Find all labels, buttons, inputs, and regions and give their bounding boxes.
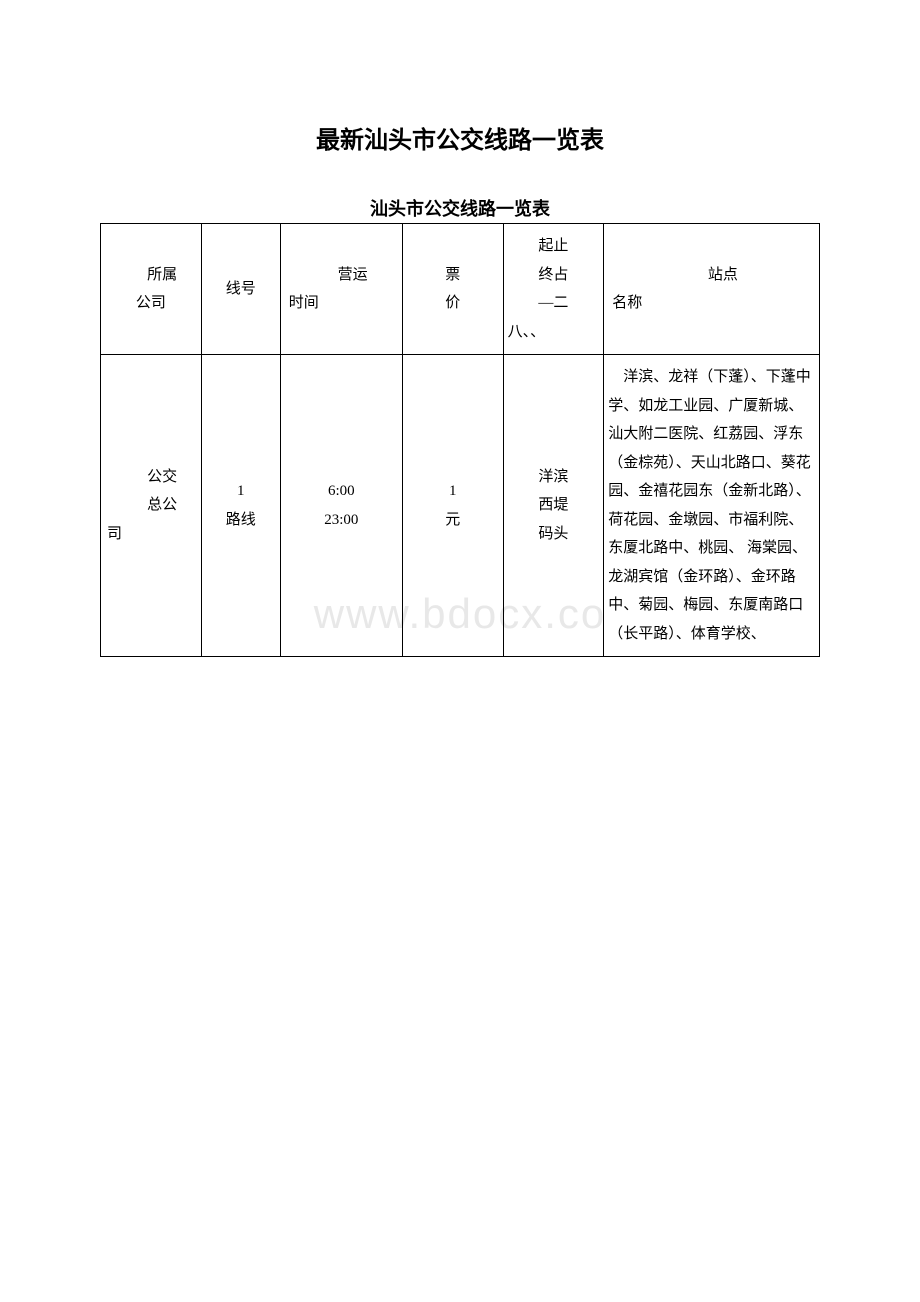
- fare-unit: 元: [407, 506, 499, 535]
- cell-company: 公交 总公 司: [101, 355, 202, 657]
- header-terminal-line2: 终占: [508, 261, 600, 290]
- main-title: 最新汕头市公交线路一览表: [100, 120, 820, 155]
- bus-routes-table: 所属 公司 线号 营运 时间 票 价 起止: [100, 223, 820, 657]
- time-start: 6:00: [285, 477, 398, 506]
- cell-line-number: 1 路线: [201, 355, 280, 657]
- header-line-number: 线号: [201, 224, 280, 355]
- header-fare: 票 价: [402, 224, 503, 355]
- company-line3: 司: [105, 520, 197, 549]
- header-fare-line1: 票: [407, 261, 499, 290]
- cell-stations: 洋滨、龙祥（下蓬）、下蓬中学、如龙工业园、广厦新城、汕大附二医院、红荔园、浮东（…: [604, 355, 820, 657]
- terminal-line3: 码头: [508, 520, 600, 549]
- header-terminal-line3: —二: [508, 289, 600, 318]
- header-terminal-line4: 八、、: [508, 318, 600, 347]
- header-company-line2: 公司: [105, 289, 197, 318]
- header-time-line1: 营运: [285, 261, 398, 290]
- header-stations-line1: 站点: [608, 261, 815, 290]
- header-company: 所属 公司: [101, 224, 202, 355]
- cell-fare: 1 元: [402, 355, 503, 657]
- line-no-1: 1: [206, 477, 276, 506]
- cell-operating-time: 6:00 23:00: [280, 355, 402, 657]
- header-operating-time: 营运 时间: [280, 224, 402, 355]
- table-row: 公交 总公 司 1 路线 6:00 23:00 1: [101, 355, 820, 657]
- terminal-line2: 西堤: [508, 491, 600, 520]
- company-line2: 总公: [105, 491, 197, 520]
- terminal-line1: 洋滨: [508, 463, 600, 492]
- line-no-2: 路线: [206, 506, 276, 535]
- header-stations-line2: 名称: [608, 289, 815, 318]
- table-header-row: 所属 公司 线号 营运 时间 票 价 起止: [101, 224, 820, 355]
- header-terminal: 起止 终占 —二 八、、: [503, 224, 604, 355]
- time-end: 23:00: [285, 506, 398, 535]
- sub-title: 汕头市公交线路一览表: [100, 195, 820, 221]
- header-terminal-line1: 起止: [508, 232, 600, 261]
- header-fare-line2: 价: [407, 289, 499, 318]
- header-company-line1: 所属: [105, 261, 197, 290]
- header-time-line2: 时间: [285, 289, 398, 318]
- fare-amount: 1: [407, 477, 499, 506]
- cell-terminal: 洋滨 西堤 码头: [503, 355, 604, 657]
- company-line1: 公交: [105, 463, 197, 492]
- header-stations: 站点 名称: [604, 224, 820, 355]
- document-content: 最新汕头市公交线路一览表 汕头市公交线路一览表 所属 公司 线号 营运: [100, 120, 820, 657]
